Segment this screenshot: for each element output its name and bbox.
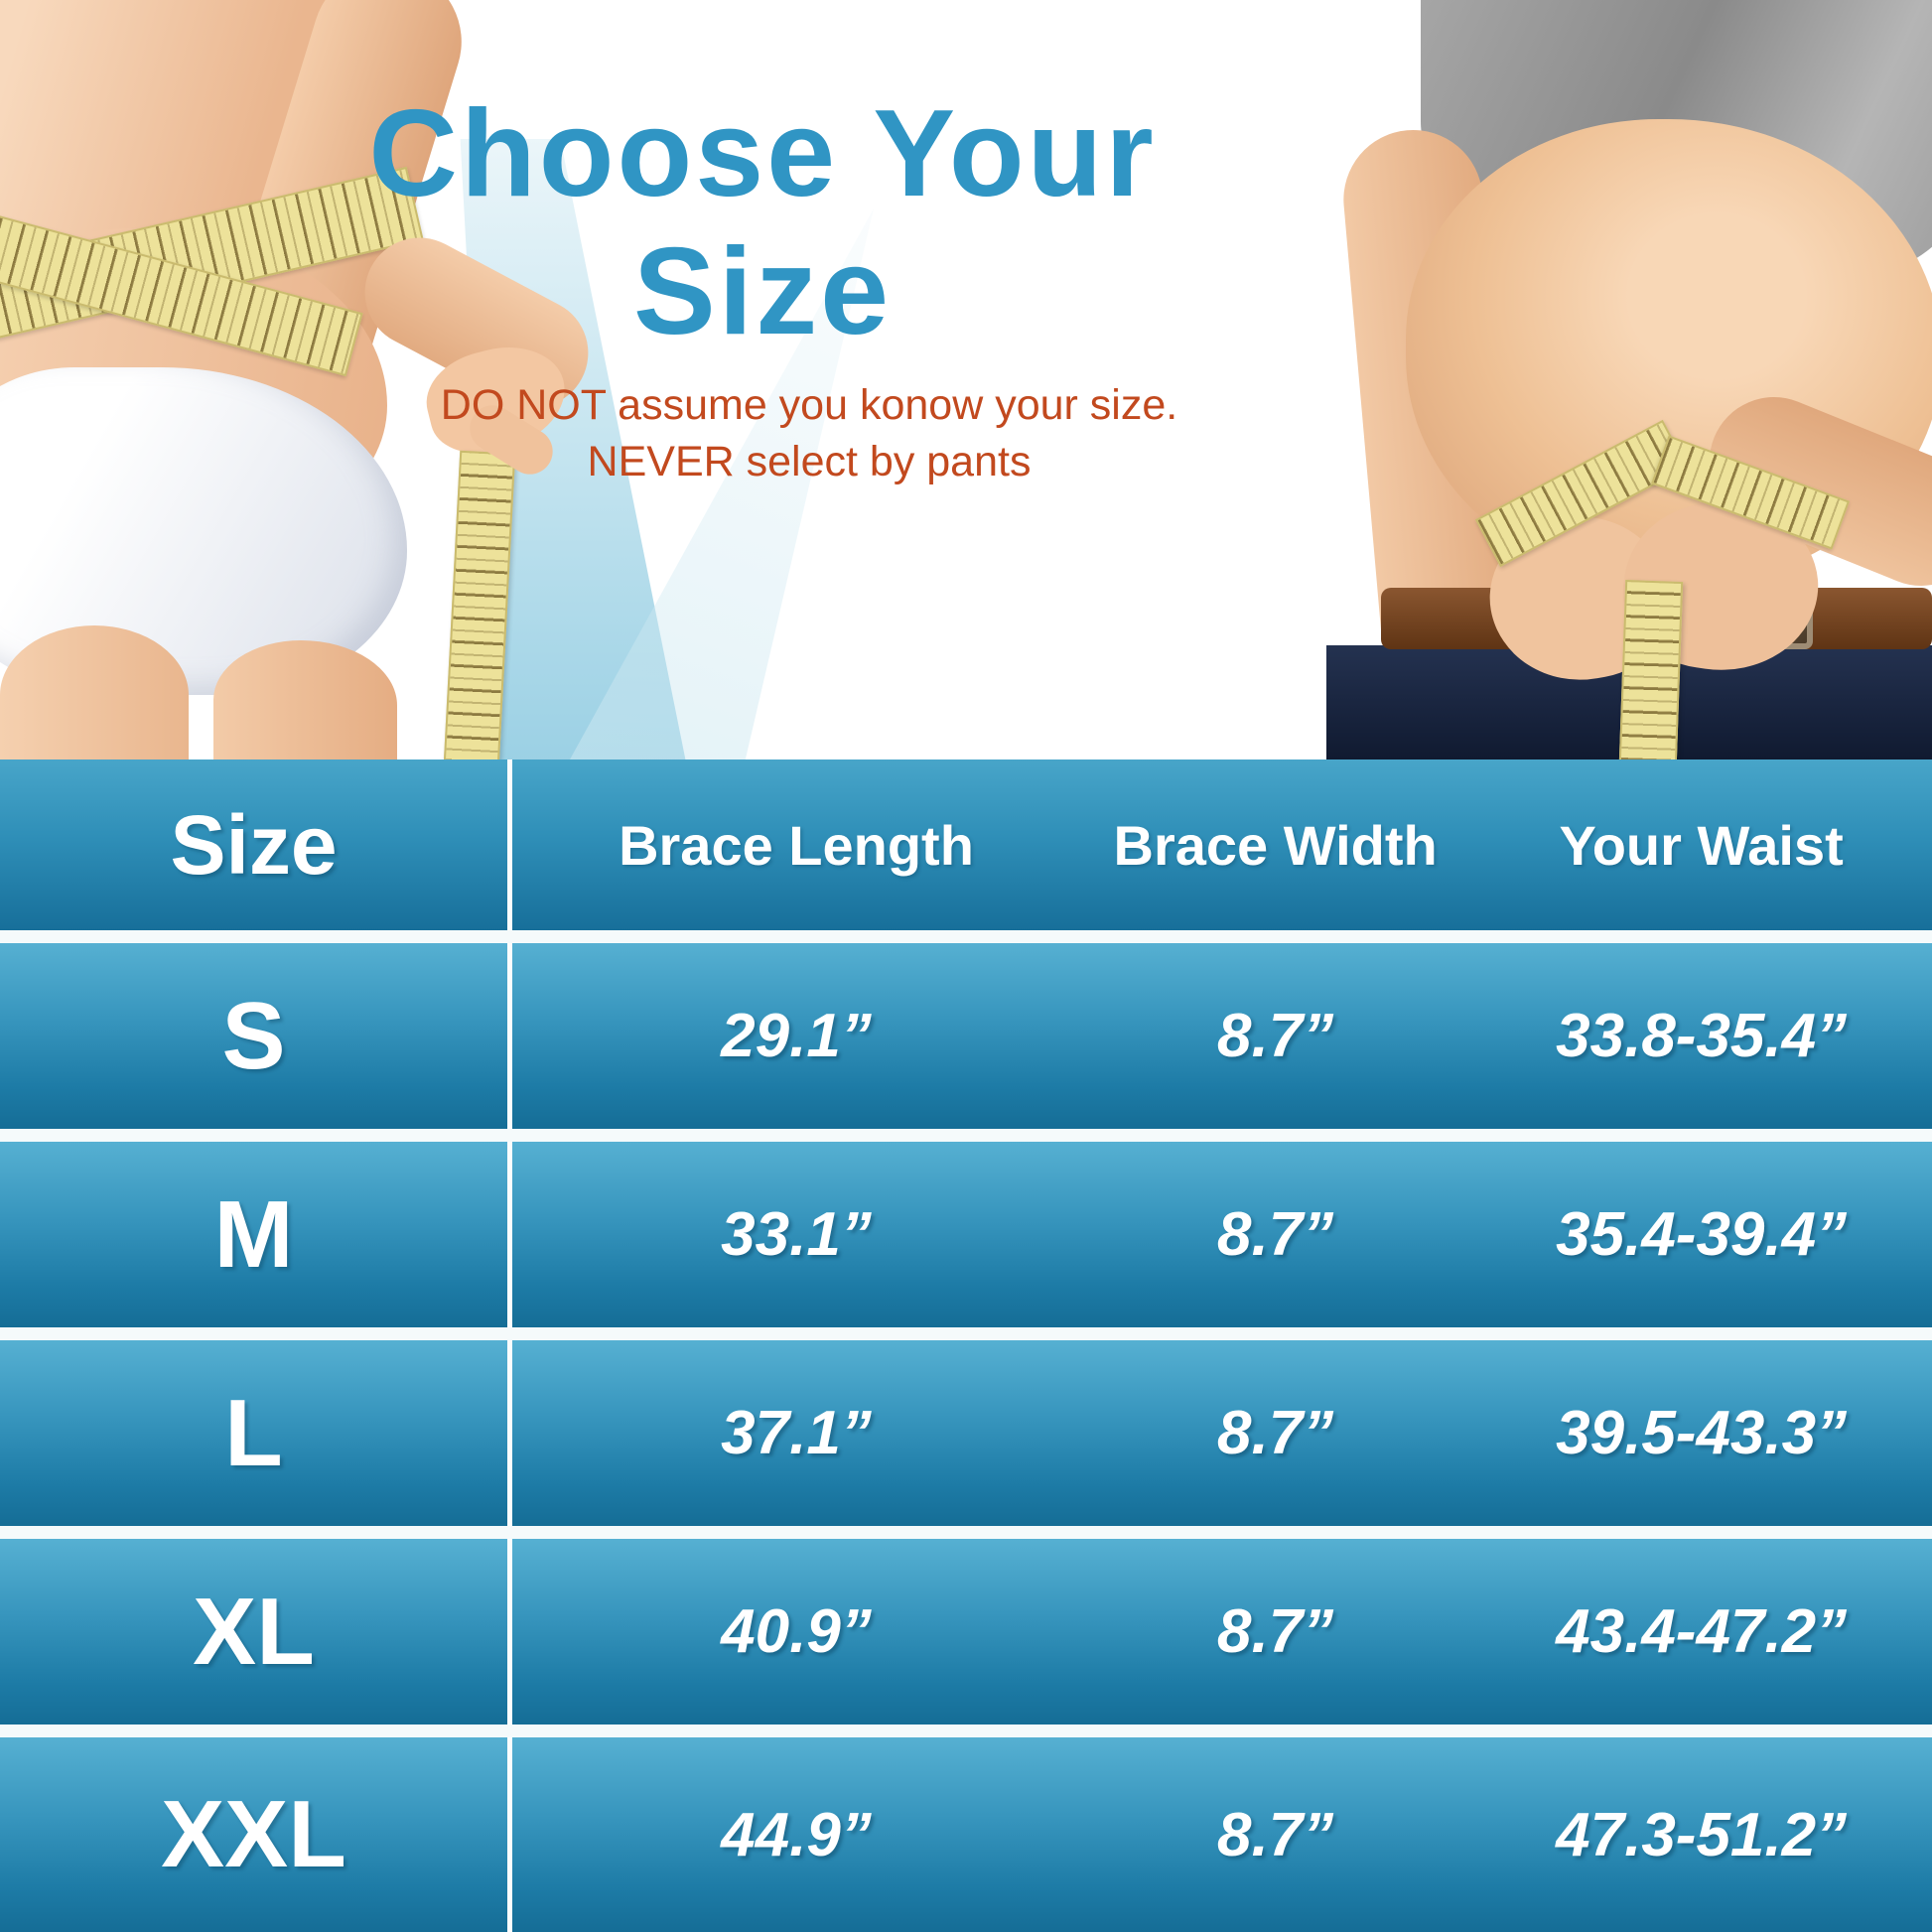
header-measure-columns: Brace Length Brace Width Your Waist bbox=[512, 759, 1932, 930]
title-line-1: Choose Your bbox=[368, 85, 1157, 222]
hanging-measuring-tape bbox=[443, 450, 516, 759]
brace-width-value: 8.7” bbox=[1217, 1399, 1334, 1467]
warning-line-2: NEVER select by pants bbox=[587, 437, 1032, 485]
your-waist-value: 47.3-51.2” bbox=[1556, 1800, 1848, 1869]
table-row-m: M 33.1” 8.7” 35.4-39.4” bbox=[0, 1142, 1932, 1327]
row-values: 44.9” 8.7” 47.3-51.2” bbox=[512, 1737, 1932, 1932]
sizing-warning-text: DO NOT assume you konow your size. NEVER… bbox=[367, 377, 1251, 490]
brace-width-value: 8.7” bbox=[1217, 1800, 1334, 1869]
hanging-measuring-tape bbox=[1618, 580, 1684, 759]
your-waist-value: 39.5-43.3” bbox=[1556, 1399, 1848, 1467]
your-waist-value: 33.8-35.4” bbox=[1556, 1002, 1848, 1070]
brace-width-value: 8.7” bbox=[1217, 1597, 1334, 1666]
brace-width-value: 8.7” bbox=[1217, 1002, 1334, 1070]
your-waist-value: 43.4-47.2” bbox=[1556, 1597, 1848, 1666]
size-label: L bbox=[0, 1340, 512, 1526]
size-label: M bbox=[0, 1142, 512, 1327]
hero-section: Choose Your Size DO NOT assume you konow… bbox=[0, 0, 1932, 759]
table-row-xl: XL 40.9” 8.7” 43.4-47.2” bbox=[0, 1539, 1932, 1725]
warning-line-1: DO NOT assume you konow your size. bbox=[440, 381, 1178, 429]
page-title: Choose Your Size bbox=[316, 85, 1209, 361]
brace-length-value: 37.1” bbox=[721, 1399, 872, 1467]
row-values: 40.9” 8.7” 43.4-47.2” bbox=[512, 1539, 1932, 1725]
man-measuring-belly-photo bbox=[1326, 0, 1932, 759]
brace-length-value: 44.9” bbox=[721, 1800, 872, 1869]
brace-length-value: 29.1” bbox=[721, 1002, 872, 1070]
row-values: 29.1” 8.7” 33.8-35.4” bbox=[512, 943, 1932, 1129]
row-values: 37.1” 8.7” 39.5-43.3” bbox=[512, 1340, 1932, 1526]
header-brace-length: Brace Length bbox=[619, 813, 974, 877]
table-row-xxl: XXL 44.9” 8.7” 47.3-51.2” bbox=[0, 1737, 1932, 1932]
woman-leg bbox=[213, 640, 397, 759]
brace-width-value: 8.7” bbox=[1217, 1200, 1334, 1269]
table-row-s: S 29.1” 8.7” 33.8-35.4” bbox=[0, 943, 1932, 1129]
header-size: Size bbox=[0, 759, 512, 930]
brace-length-value: 40.9” bbox=[721, 1597, 872, 1666]
title-line-2: Size bbox=[632, 222, 893, 360]
size-chart-table: Size Brace Length Brace Width Your Waist… bbox=[0, 759, 1932, 1932]
woman-measuring-waist-photo bbox=[0, 0, 616, 759]
brace-length-value: 33.1” bbox=[721, 1200, 872, 1269]
woman-leg bbox=[0, 625, 189, 759]
header-your-waist: Your Waist bbox=[1559, 813, 1844, 877]
your-waist-value: 35.4-39.4” bbox=[1556, 1200, 1848, 1269]
table-row-l: L 37.1” 8.7” 39.5-43.3” bbox=[0, 1340, 1932, 1526]
row-values: 33.1” 8.7” 35.4-39.4” bbox=[512, 1142, 1932, 1327]
size-label: XXL bbox=[0, 1737, 512, 1932]
size-label: S bbox=[0, 943, 512, 1129]
header-brace-width: Brace Width bbox=[1113, 813, 1438, 877]
size-label: XL bbox=[0, 1539, 512, 1725]
table-header-row: Size Brace Length Brace Width Your Waist bbox=[0, 759, 1932, 930]
